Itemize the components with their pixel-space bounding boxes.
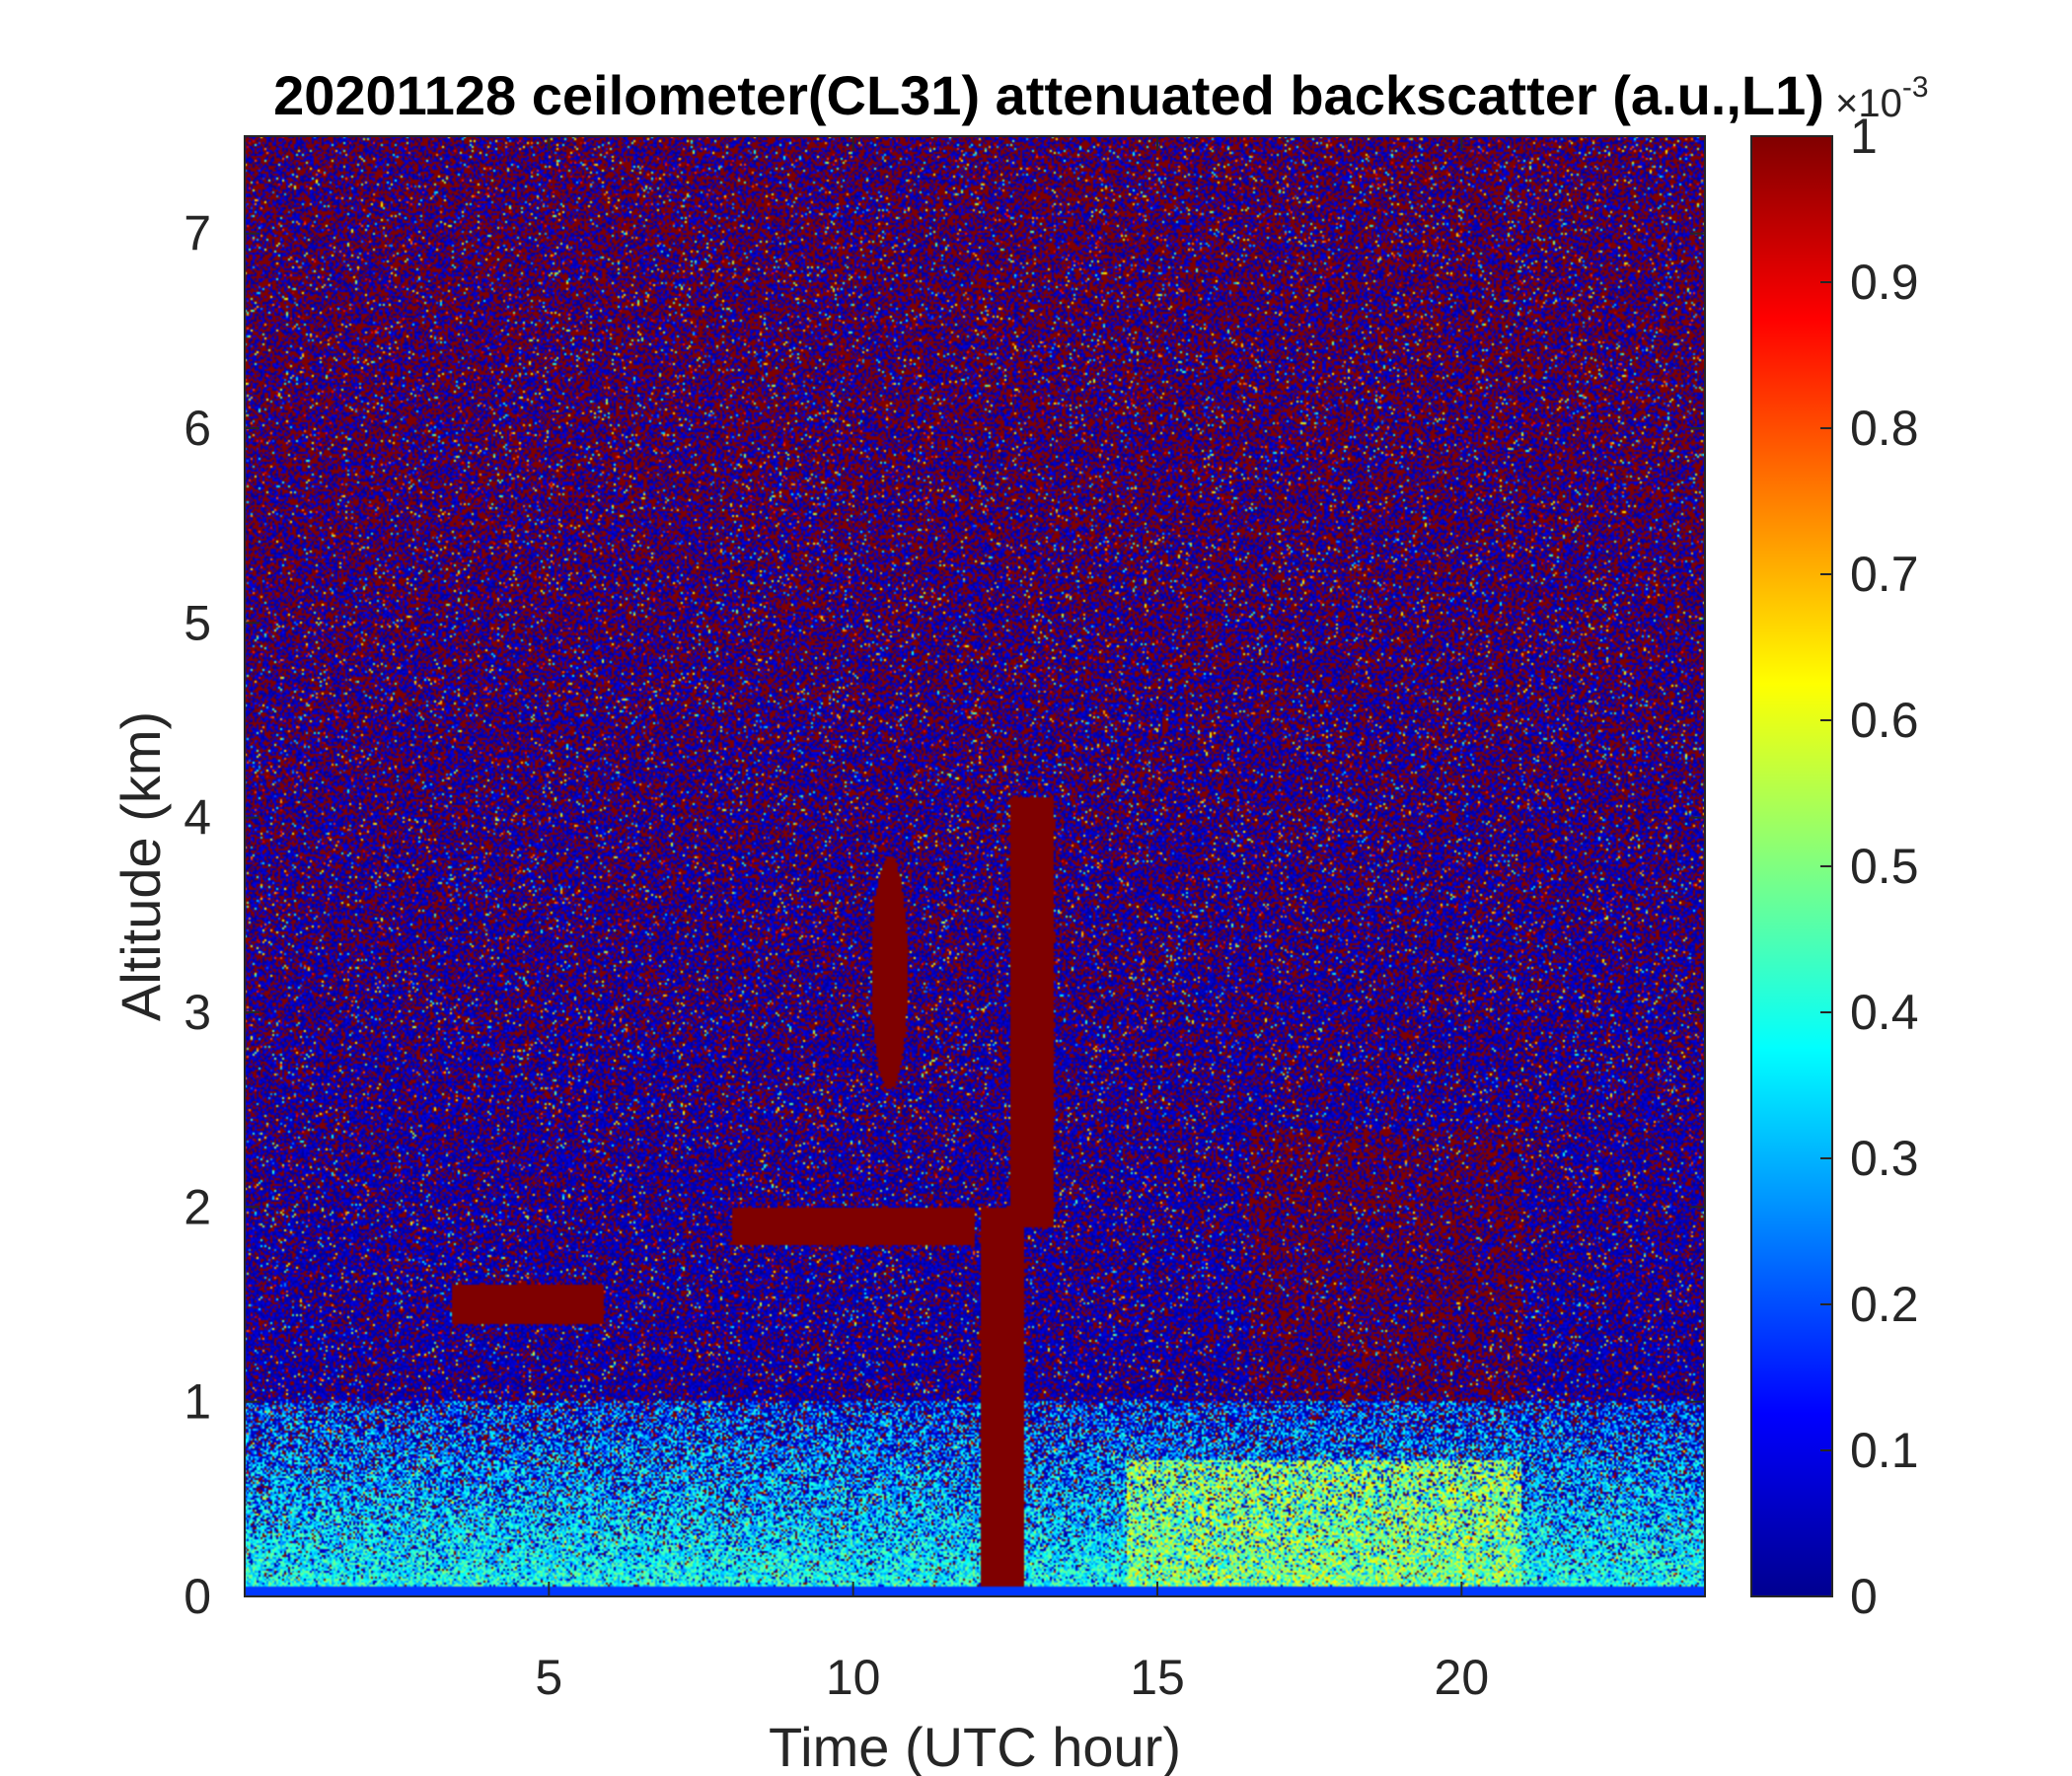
- colorbar-tick-label: 1: [1850, 109, 1878, 164]
- colorbar-tick-label: 0.1: [1850, 1423, 1919, 1478]
- colorbar-tick-label: 0.8: [1850, 401, 1919, 456]
- colorbar-tick-label: 0.7: [1850, 547, 1919, 602]
- x-axis-ticks: 5 10 15 20: [535, 136, 1489, 1705]
- y-axis-label: Altitude (km): [110, 711, 172, 1021]
- chart-title: 20201128 ceilometer(CL31) attenuated bac…: [273, 64, 1824, 126]
- colorbar-frame: [1750, 135, 1833, 1597]
- x-tick-label: 5: [535, 1650, 562, 1705]
- y-tick-label: 5: [184, 595, 211, 650]
- colorbar-tick-label: 0.4: [1850, 985, 1919, 1040]
- y-tick-label: 3: [184, 985, 211, 1040]
- y-tick-label: 2: [184, 1179, 211, 1234]
- x-tick-label: 10: [826, 1650, 881, 1705]
- colorbar-ticks: 0 0.1 0.2 0.3 0.4 0.5 0.6 0.7 0.8 0.9 1: [1820, 109, 1919, 1624]
- colorbar-multiplier: ×10-3: [1835, 71, 1929, 125]
- colorbar: [1751, 136, 1832, 1596]
- colorbar-tick-label: 0: [1850, 1569, 1878, 1624]
- plot-area-frame: [244, 135, 1706, 1597]
- colorbar-tick-label: 0.2: [1850, 1277, 1919, 1332]
- x-tick-label: 15: [1130, 1650, 1185, 1705]
- x-tick-label: 20: [1435, 1650, 1490, 1705]
- colorbar-tick-label: 0.5: [1850, 839, 1919, 894]
- colorbar-tick-label: 0.3: [1850, 1131, 1919, 1186]
- y-tick-label: 1: [184, 1374, 211, 1430]
- backscatter-heatmap: [245, 136, 1705, 1596]
- y-tick-label: 4: [184, 790, 211, 846]
- colorbar-multiplier-base: ×10: [1835, 82, 1902, 125]
- y-tick-label: 6: [184, 401, 211, 456]
- x-axis-label: Time (UTC hour): [769, 1716, 1181, 1776]
- colorbar-multiplier-exponent: -3: [1902, 71, 1929, 104]
- y-axis-ticks: 0 1 2 3 4 5 6 7: [184, 206, 1705, 1624]
- colorbar-tick-label: 0.9: [1850, 255, 1919, 310]
- y-tick-label: 0: [184, 1569, 211, 1624]
- y-tick-label: 7: [184, 206, 211, 261]
- colorbar-tick-label: 0.6: [1850, 693, 1919, 748]
